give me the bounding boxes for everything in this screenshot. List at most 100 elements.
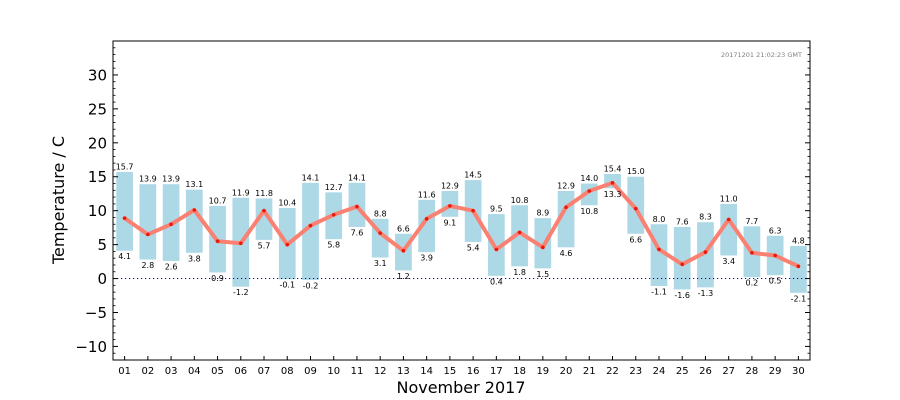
max-label-10: 12.7 — [325, 183, 343, 192]
max-label-05: 10.7 — [209, 196, 227, 205]
mean-point-12 — [378, 231, 382, 235]
x-tick-label-17: 17 — [490, 366, 503, 377]
max-label-02: 13.9 — [139, 175, 157, 184]
min-label-02: 2.8 — [141, 261, 154, 270]
range-bar-27 — [720, 203, 738, 256]
mean-point-26 — [703, 250, 708, 254]
x-tick-label-18: 18 — [513, 366, 526, 377]
max-label-12: 8.8 — [374, 209, 387, 218]
x-tick-label-24: 24 — [653, 366, 666, 377]
x-tick-label-06: 06 — [234, 366, 247, 377]
min-label-19: 1.5 — [536, 270, 549, 279]
min-label-20: 4.6 — [560, 249, 573, 258]
x-tick-label-13: 13 — [397, 366, 410, 377]
x-tick-label-08: 08 — [281, 366, 294, 377]
max-label-24: 8.0 — [653, 215, 666, 224]
range-bar-09 — [302, 182, 319, 280]
min-label-26: -1.3 — [698, 289, 714, 298]
range-bar-30 — [790, 245, 807, 293]
max-label-07: 11.8 — [255, 189, 273, 198]
x-tick-label-22: 22 — [606, 366, 619, 377]
max-label-16: 14.5 — [464, 171, 482, 180]
bar-value-labels: 15.7 4.1 13.9 2.8 13.9 2.6 13.1 3.8 10.7 0.9 11.9 -… — [116, 162, 806, 303]
min-label-13: 1.2 — [397, 272, 410, 281]
y-tick-label: −5 — [85, 304, 107, 322]
max-label-09: 14.1 — [302, 173, 320, 182]
mean-point-28 — [750, 250, 754, 255]
mean-point-02 — [146, 232, 150, 237]
min-label-12: 3.1 — [374, 259, 387, 268]
min-label-22: 13.3 — [604, 190, 622, 199]
x-tick-label-21: 21 — [583, 366, 596, 377]
min-label-03: 2.6 — [165, 262, 178, 271]
min-label-25: -1.6 — [674, 291, 690, 300]
x-tick-label-11: 11 — [351, 366, 364, 377]
max-label-13: 6.6 — [397, 224, 410, 233]
max-label-30: 4.8 — [792, 236, 805, 245]
min-label-10: 5.8 — [327, 241, 340, 250]
max-label-19: 8.9 — [536, 209, 549, 218]
range-bar-01 — [116, 171, 133, 251]
mean-series — [122, 180, 801, 269]
min-label-18: 1.8 — [513, 268, 526, 277]
mean-point-16 — [471, 208, 475, 213]
x-tick-label-14: 14 — [420, 366, 433, 377]
x-tick-label-25: 25 — [676, 366, 689, 377]
x-tick-label-09: 09 — [304, 366, 317, 377]
min-label-17: 0.4 — [490, 277, 503, 286]
range-bar-26 — [697, 222, 714, 288]
x-tick-label-28: 28 — [746, 366, 759, 377]
max-label-01: 15.7 — [116, 162, 134, 171]
x-tick-label-12: 12 — [374, 366, 387, 377]
x-tick-label-03: 03 — [165, 366, 178, 377]
min-label-06: -1.2 — [233, 288, 249, 297]
min-label-09: -0.2 — [303, 281, 319, 290]
range-bar-19 — [534, 218, 552, 269]
max-label-04: 13.1 — [185, 180, 203, 189]
x-tick-label-15: 15 — [444, 366, 457, 377]
mean-point-07 — [262, 208, 266, 213]
mean-line — [122, 180, 801, 269]
max-label-14: 11.6 — [418, 190, 436, 199]
max-label-11: 14.1 — [348, 173, 366, 182]
range-bar-02 — [139, 184, 157, 260]
x-tick-label-10: 10 — [327, 366, 340, 377]
mean-point-30 — [796, 264, 801, 269]
min-label-08: -0.1 — [279, 281, 295, 290]
range-bar-14 — [418, 199, 436, 253]
min-label-28: 0.2 — [746, 279, 759, 288]
mean-point-29 — [773, 253, 777, 258]
y-tick-label: 25 — [88, 100, 107, 118]
min-label-15: 9.1 — [444, 218, 457, 227]
mean-point-01 — [122, 216, 127, 220]
x-tick-label-19: 19 — [536, 366, 549, 377]
range-bar-04 — [185, 189, 203, 253]
x-tick-label-20: 20 — [560, 366, 573, 377]
max-label-06: 11.9 — [232, 188, 250, 197]
max-label-08: 10.4 — [278, 198, 296, 207]
min-label-24: -1.1 — [651, 288, 667, 297]
x-tick-label-29: 29 — [769, 366, 782, 377]
x-tick-label-01: 01 — [118, 366, 131, 377]
plot-frame — [112, 40, 811, 361]
y-tick-label: 15 — [88, 168, 107, 186]
mean-point-27 — [726, 217, 731, 222]
x-tick-label-26: 26 — [699, 366, 712, 377]
y-tick-label: 30 — [88, 66, 107, 84]
mean-point-25 — [680, 262, 685, 267]
mean-point-09 — [308, 223, 313, 228]
min-label-23: 6.6 — [629, 235, 642, 244]
min-label-16: 5.4 — [467, 243, 480, 252]
timestamp-label: 20171201 21:02:23 GMT — [721, 51, 802, 59]
min-label-30: -2.1 — [791, 294, 807, 303]
min-label-11: 7.6 — [351, 228, 364, 237]
mean-point-20 — [564, 205, 568, 210]
mean-point-19 — [541, 245, 545, 250]
max-label-29: 6.3 — [769, 226, 782, 235]
mean-point-05 — [215, 239, 220, 244]
min-label-14: 3.9 — [420, 254, 433, 263]
x-tick-label-05: 05 — [211, 366, 224, 377]
min-label-04: 3.8 — [188, 254, 201, 263]
min-label-27: 3.4 — [722, 257, 735, 266]
